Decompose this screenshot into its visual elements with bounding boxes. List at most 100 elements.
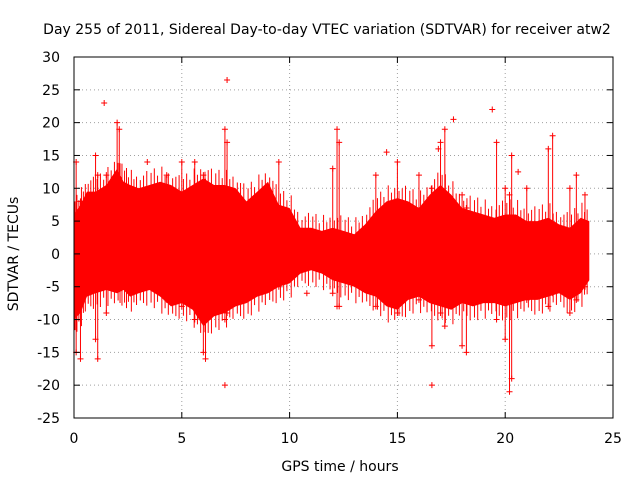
- y-tick-label: 15: [42, 148, 60, 164]
- sdtvar-outlier-point: [435, 145, 442, 152]
- sdtvar-point: [566, 309, 573, 316]
- sdtvar-point: [202, 178, 209, 185]
- y-tick-label: -5: [46, 280, 60, 296]
- sdtvar-point: [372, 303, 379, 310]
- sdtvar-dense-band: [74, 168, 590, 327]
- x-tick-label: 25: [604, 431, 622, 447]
- sdtvar-outlier-point: [515, 168, 522, 175]
- sdtvar-point: [77, 355, 84, 362]
- sdtvar-point: [459, 342, 466, 349]
- sdtvar-point: [493, 316, 500, 323]
- sdtvar-point: [581, 283, 588, 290]
- sdtvar-point: [103, 172, 110, 179]
- sdtvar-point: [336, 139, 343, 146]
- sdtvar-point: [573, 172, 580, 179]
- sdtvar-point: [493, 139, 500, 146]
- y-tick-label: -10: [37, 313, 60, 329]
- sdtvar-point: [441, 323, 448, 330]
- sdtvar-outlier-point: [428, 382, 435, 389]
- sdtvar-point: [94, 355, 101, 362]
- sdtvar-outlier-point: [144, 159, 151, 166]
- y-tick-label: 30: [42, 50, 60, 66]
- sdtvar-point: [508, 152, 515, 159]
- sdtvar-point: [329, 165, 336, 172]
- sdtvar-point: [428, 185, 435, 192]
- sdtvar-point: [224, 309, 231, 316]
- sdtvar-outlier-point: [450, 116, 457, 123]
- sdtvar-point: [502, 336, 509, 343]
- x-tick-label: 15: [388, 431, 406, 447]
- sdtvar-point: [394, 309, 401, 316]
- x-tick-label: 20: [496, 431, 514, 447]
- sdtvar-point: [200, 172, 207, 179]
- sdtvar-outlier-point: [224, 76, 231, 83]
- sdtvar-point: [566, 185, 573, 192]
- sdtvar-point: [221, 126, 228, 133]
- y-tick-label: -15: [37, 345, 60, 361]
- x-tick-label: 10: [281, 431, 299, 447]
- sdtvar-point: [545, 145, 552, 152]
- y-axis-label: SDTVAR / TECUs: [6, 197, 22, 312]
- sdtvar-point: [116, 283, 123, 290]
- sdtvar-point: [329, 290, 336, 297]
- sdtvar-point: [506, 388, 513, 395]
- sdtvar-point: [549, 290, 556, 297]
- sdtvar-point: [178, 159, 185, 166]
- sdtvar-point: [437, 139, 444, 146]
- data-series: [73, 76, 590, 395]
- sdtvar-point: [394, 159, 401, 166]
- sdtvar-point: [94, 172, 101, 179]
- sdtvar-point: [221, 316, 228, 323]
- y-tick-label: 20: [42, 116, 60, 132]
- sdtvar-point: [178, 303, 185, 310]
- sdtvar-point: [573, 296, 580, 303]
- x-axis-label: GPS time / hours: [281, 459, 398, 475]
- sdtvar-point: [116, 126, 123, 133]
- sdtvar-point: [336, 303, 343, 310]
- sdtvar-point: [415, 296, 422, 303]
- y-tick-label: -20: [37, 378, 60, 394]
- sdtvar-point: [334, 126, 341, 133]
- sdtvar-outlier-point: [221, 382, 228, 389]
- sdtvar-point: [372, 172, 379, 179]
- sdtvar-point: [114, 119, 121, 126]
- sdtvar-point: [191, 159, 198, 166]
- sdtvar-point: [224, 139, 231, 146]
- sdtvar-point: [549, 132, 556, 139]
- sdtvar-outlier-point: [383, 149, 390, 156]
- sdtvar-point: [523, 296, 530, 303]
- sdtvar-point: [415, 172, 422, 179]
- sdtvar-point: [441, 126, 448, 133]
- sdtvar-point: [581, 191, 588, 198]
- sdtvar-point: [77, 198, 84, 205]
- sdtvar-point: [508, 375, 515, 382]
- y-tick-label: 5: [51, 214, 60, 230]
- sdtvar-outlier-point: [489, 106, 496, 113]
- x-tick-label: 5: [177, 431, 186, 447]
- sdtvar-point: [103, 309, 110, 316]
- sdtvar-point: [275, 283, 282, 290]
- x-tick-label: 0: [70, 431, 79, 447]
- plot-frame: [73, 56, 614, 419]
- sdtvar-point: [275, 159, 282, 166]
- sdtvar-point: [202, 355, 209, 362]
- sdtvar-point: [163, 296, 170, 303]
- sdtvar-point: [191, 316, 198, 323]
- sdtvar-point: [437, 309, 444, 316]
- y-tick-label: -25: [37, 411, 60, 427]
- y-tick-label: 10: [42, 181, 60, 197]
- y-tick-label: 25: [42, 83, 60, 99]
- sdtvar-point: [163, 172, 170, 179]
- chart-title: Day 255 of 2011, Sidereal Day-to-day VTE…: [43, 22, 611, 38]
- sdtvar-point: [428, 342, 435, 349]
- sdtvar-point: [463, 204, 470, 211]
- axes: -25 -20 -15 -10 -5 0 5 10 15 20 25 30 0 5 10 15 20 25: [37, 50, 622, 447]
- sdtvar-point: [463, 349, 470, 356]
- sdtvar-point: [502, 185, 509, 192]
- sdtvar-outlier-point: [101, 99, 108, 106]
- y-tick-label: 0: [51, 247, 60, 263]
- sdtvar-point: [92, 152, 99, 159]
- sdtvar-outlier-point: [303, 290, 310, 297]
- sdtvar-point: [545, 303, 552, 310]
